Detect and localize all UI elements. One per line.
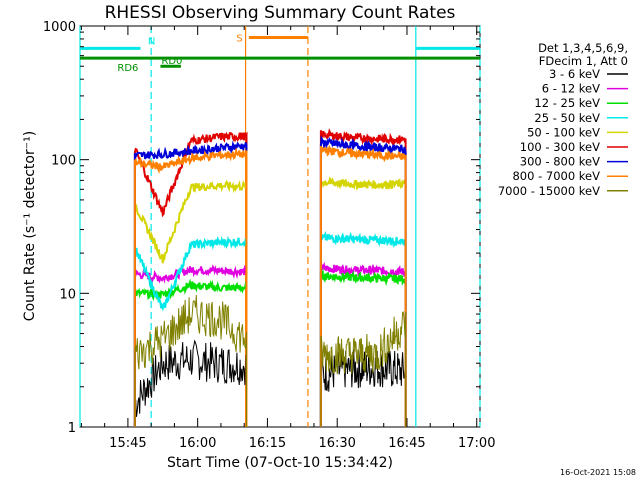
series-line (134, 294, 247, 427)
legend-label: 25 - 50 keV (534, 111, 600, 125)
series-line (319, 176, 407, 427)
series-3-6-kev (134, 339, 407, 427)
legend-label: 800 - 7000 keV (512, 169, 600, 183)
vertical-markers (79, 26, 481, 427)
series-line (133, 147, 248, 427)
series-line (319, 268, 407, 427)
series-line (319, 144, 407, 427)
x-tick-label: 16:45 (388, 436, 425, 451)
legend-label: 50 - 100 keV (527, 125, 600, 139)
flag-label: RD6 (117, 63, 138, 74)
y-axis-label: Count Rate (s⁻¹ detector⁻¹) (22, 131, 38, 321)
legend-header: Det 1,3,4,5,6,9, (538, 41, 628, 55)
timestamp: 16-Oct-2021 15:08 (560, 468, 636, 477)
legend-header: FDecim 1, Att 0 (539, 54, 628, 68)
flag-label: RD0 (161, 56, 182, 67)
legend-label: 3 - 6 keV (549, 67, 600, 81)
chart-title: RHESSI Observing Summary Count Rates (105, 3, 456, 23)
y-tick-label: 100 (51, 154, 76, 169)
series-line (133, 140, 248, 427)
series-25-50-kev (133, 230, 407, 427)
series-line (320, 311, 407, 427)
series-line (133, 264, 248, 427)
legend-label: 6 - 12 keV (542, 82, 600, 96)
series-7000-15000-kev (134, 294, 407, 427)
y-tick-label: 1000 (43, 20, 76, 35)
series-300-800-kev (133, 135, 407, 427)
series-line (319, 261, 407, 427)
series-6-12-kev (133, 261, 407, 427)
x-axis-label: Start Time (07-Oct-10 15:34:42) (167, 455, 393, 471)
series-line (133, 235, 248, 427)
x-tick-label: 15:45 (109, 436, 146, 451)
legend-label: 12 - 25 keV (534, 96, 600, 110)
series-line (319, 135, 407, 427)
y-tick-label: 10 (59, 287, 76, 302)
legend: Det 1,3,4,5,6,9,FDecim 1, Att 03 - 6 keV… (498, 41, 628, 198)
y-axis: 1 10 100 1000 (43, 20, 480, 436)
series-line (319, 230, 407, 427)
x-tick-label: 16:00 (179, 436, 216, 451)
series-line (319, 128, 407, 427)
x-axis: 15:45 16:00 16:15 16:30 16:45 17:00 (80, 26, 495, 451)
legend-label: 300 - 800 keV (520, 155, 600, 169)
series-lines (133, 128, 407, 427)
series-800-7000-kev (133, 144, 407, 427)
series-line (133, 179, 248, 427)
legend-label: 7000 - 15000 keV (498, 184, 600, 198)
x-tick-label: 17:00 (458, 436, 495, 451)
series-12-25-kev (133, 268, 407, 427)
series-line (133, 131, 248, 427)
x-tick-label: 16:15 (249, 436, 286, 451)
plot-frame (79, 25, 481, 428)
flag-bars: N S RD6 RD0 (80, 34, 480, 74)
series-line (133, 278, 248, 427)
series-100-300-kev (133, 128, 407, 427)
series-50-100-kev (133, 176, 407, 427)
flag-label: N (148, 36, 155, 47)
flag-label: S (236, 34, 242, 45)
y-tick-label: 1 (68, 421, 76, 436)
legend-label: 100 - 300 keV (520, 140, 600, 154)
x-tick-label: 16:30 (318, 436, 355, 451)
